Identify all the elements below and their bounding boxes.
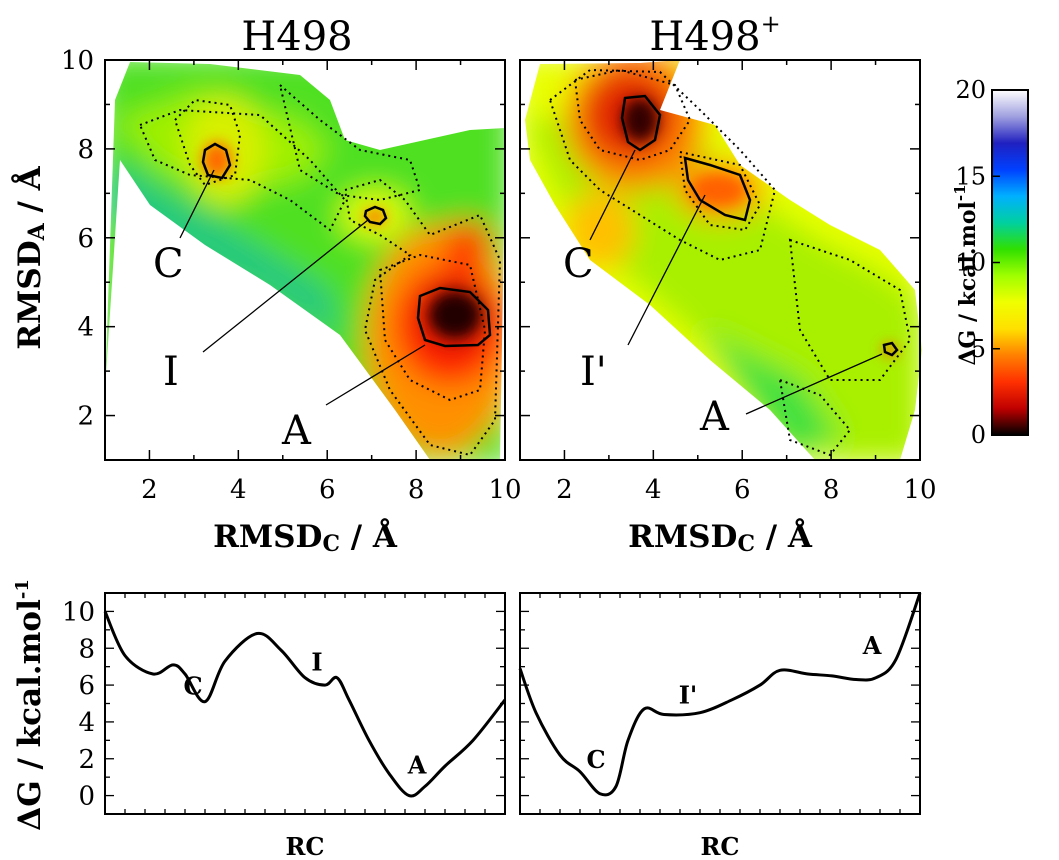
colorbar-tick-label: 15 <box>955 162 986 190</box>
minimum-label: I' <box>580 349 607 395</box>
y-tick-label: 2 <box>77 402 94 432</box>
colorbar-label: ΔG / kcal.mol-1 <box>951 184 981 365</box>
x-tick-label: 4 <box>230 475 247 505</box>
x-tick-label: 6 <box>734 475 751 505</box>
free-energy-curve <box>518 592 922 797</box>
y-tick-label: 0 <box>78 782 95 812</box>
tick-marks <box>104 59 506 461</box>
minimum-label: C <box>563 241 594 287</box>
plot-frame <box>104 59 506 461</box>
y-tick-labels: 0 2 4 6 8 10 <box>62 597 95 811</box>
y-tick-label: 10 <box>61 46 94 76</box>
colorbar-ticks: 0 5 10 15 20 <box>955 76 1000 449</box>
tick-marks <box>520 592 920 815</box>
heatmap-h498: C I A <box>104 59 506 461</box>
curve-annotation: I' <box>679 681 698 710</box>
tick-marks <box>519 59 921 461</box>
colorbar: 0 5 10 15 20 ΔG / kcal.mol-1 <box>951 76 1029 449</box>
colorbar-tick-label: 20 <box>955 76 986 104</box>
y-axis-label: RMSDA / Å <box>10 165 50 349</box>
x-tick-labels: 2 4 6 8 10 <box>556 475 936 505</box>
minimum-label: A <box>699 394 730 440</box>
x-tick-label: 6 <box>319 475 336 505</box>
x-tick-label: 10 <box>488 475 521 505</box>
y-tick-label: 4 <box>78 708 95 738</box>
x-tick-label: 8 <box>823 475 840 505</box>
y-tick-label: 6 <box>77 224 94 254</box>
x-tick-label: 4 <box>645 475 662 505</box>
free-energy-curve <box>103 610 507 798</box>
curve-annotation: C <box>586 745 605 774</box>
curve-annotation: A <box>862 631 882 660</box>
curve-annotation: C <box>183 671 202 700</box>
x-axis-label: RC <box>285 832 324 860</box>
y-tick-label: 8 <box>78 634 95 664</box>
panel-title: H498 <box>241 14 352 60</box>
x-tick-label: 2 <box>141 475 158 505</box>
minimum-label: I <box>163 349 179 395</box>
minimum-label: C <box>153 241 184 287</box>
plot-frame <box>519 592 921 815</box>
x-tick-label: 10 <box>903 475 936 505</box>
curve-annotations: C I A <box>183 647 426 779</box>
plot-frame <box>519 59 921 461</box>
y-tick-label: 4 <box>77 313 94 343</box>
colorbar-tick-label: 10 <box>955 249 986 277</box>
y-tick-label: 10 <box>62 597 95 627</box>
x-axis-label: RC <box>700 832 739 860</box>
curve-annotation: A <box>407 750 427 779</box>
colorbar-tick-label: 5 <box>971 335 986 363</box>
plot-frame <box>104 592 506 815</box>
curve-annotation: I <box>311 647 322 676</box>
profile-h498: 0 2 4 6 8 10 C I A RC ΔG / kcal.mol-1 <box>12 579 507 860</box>
x-tick-label: 8 <box>408 475 425 505</box>
panel-title: H498+ <box>649 10 780 60</box>
minimum-label: A <box>281 408 312 454</box>
x-axis-label: RMSDC / Å <box>213 517 398 557</box>
y-tick-labels: 2 4 6 8 10 <box>61 46 94 432</box>
colorbar-tick-label: 0 <box>971 421 986 449</box>
curve-annotations: C I' A <box>586 631 881 774</box>
y-axis-label: ΔG / kcal.mol-1 <box>12 579 48 831</box>
profile-h498-plus: C I' A RC <box>518 592 922 860</box>
y-tick-label: 6 <box>78 671 95 701</box>
x-tick-label: 2 <box>556 475 573 505</box>
y-tick-label: 2 <box>78 745 95 775</box>
tick-marks <box>105 592 505 815</box>
y-tick-label: 8 <box>77 135 94 165</box>
x-axis-label: RMSDC / Å <box>628 517 813 557</box>
x-tick-labels: 2 4 6 8 10 <box>141 475 521 505</box>
heatmap-h498-plus: C I' A <box>519 59 922 461</box>
